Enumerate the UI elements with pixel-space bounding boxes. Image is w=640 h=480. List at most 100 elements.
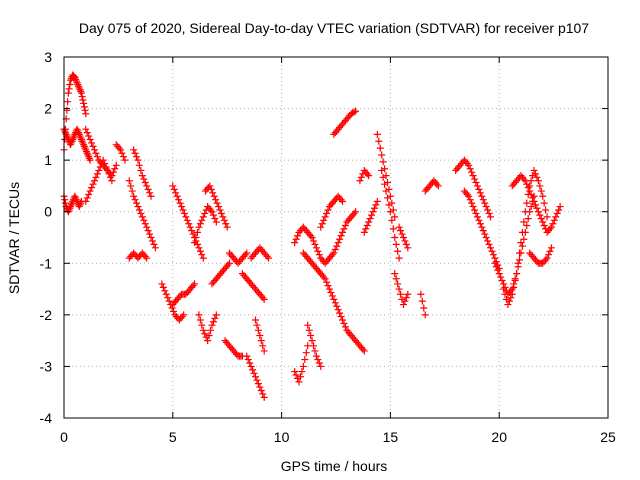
data-point bbox=[531, 170, 539, 178]
data-point bbox=[336, 235, 344, 243]
data-point bbox=[212, 311, 220, 319]
data-point bbox=[350, 108, 358, 116]
data-point bbox=[121, 156, 129, 164]
data-point bbox=[112, 161, 120, 169]
data-point bbox=[394, 247, 402, 255]
data-point bbox=[517, 239, 525, 247]
series-arc-p bbox=[208, 259, 233, 288]
data-point bbox=[80, 142, 88, 150]
data-point bbox=[534, 208, 542, 216]
data-point bbox=[308, 234, 316, 241]
data-point bbox=[539, 192, 547, 200]
data-point bbox=[196, 247, 204, 255]
data-point bbox=[481, 199, 489, 207]
data-point bbox=[135, 161, 143, 169]
data-point bbox=[131, 196, 139, 204]
data-points bbox=[60, 71, 564, 401]
data-point bbox=[259, 294, 267, 302]
data-point bbox=[101, 160, 109, 168]
data-point bbox=[510, 283, 518, 291]
data-point bbox=[196, 316, 204, 324]
series-arc-v bbox=[247, 244, 273, 262]
data-point bbox=[465, 192, 473, 200]
series-arc-ad bbox=[360, 197, 381, 236]
data-point bbox=[195, 244, 203, 252]
data-point bbox=[207, 185, 215, 193]
data-point bbox=[72, 194, 80, 202]
series-arc-ao bbox=[508, 172, 564, 236]
series-arc-m bbox=[201, 182, 231, 231]
data-point bbox=[89, 142, 97, 150]
data-point bbox=[537, 187, 545, 195]
data-point bbox=[523, 199, 531, 207]
data-point bbox=[164, 294, 172, 302]
data-point bbox=[251, 373, 259, 381]
data-point bbox=[378, 166, 386, 174]
data-point bbox=[207, 206, 215, 214]
data-point bbox=[211, 314, 219, 322]
data-point bbox=[130, 192, 138, 200]
data-point bbox=[75, 130, 83, 138]
data-point bbox=[137, 209, 145, 217]
data-point bbox=[159, 283, 167, 291]
data-point bbox=[189, 282, 197, 290]
data-point bbox=[321, 213, 329, 221]
data-point bbox=[212, 218, 220, 226]
data-point bbox=[217, 209, 225, 217]
data-point bbox=[379, 173, 387, 181]
data-point bbox=[320, 216, 328, 224]
data-point bbox=[501, 290, 509, 298]
data-point bbox=[324, 282, 332, 290]
data-point bbox=[533, 173, 541, 181]
data-point bbox=[180, 311, 188, 319]
data-point bbox=[191, 239, 199, 247]
data-point bbox=[402, 240, 410, 248]
data-point bbox=[83, 194, 91, 202]
data-point bbox=[434, 182, 442, 190]
data-point bbox=[257, 386, 265, 394]
data-point bbox=[508, 290, 516, 298]
data-point bbox=[331, 246, 339, 254]
data-point bbox=[543, 254, 551, 262]
data-point bbox=[482, 203, 490, 211]
data-point bbox=[485, 209, 493, 217]
data-point bbox=[327, 289, 335, 297]
data-point bbox=[247, 362, 255, 370]
data-point bbox=[170, 307, 178, 315]
data-point bbox=[534, 177, 542, 185]
data-point bbox=[209, 318, 217, 326]
data-point bbox=[130, 146, 138, 154]
data-point bbox=[219, 213, 227, 221]
data-point bbox=[196, 220, 204, 228]
data-point bbox=[552, 213, 560, 221]
data-point bbox=[398, 230, 406, 238]
data-point bbox=[468, 199, 476, 207]
plot-frame bbox=[63, 56, 609, 419]
data-point bbox=[339, 316, 347, 324]
data-point bbox=[243, 352, 251, 360]
data-point bbox=[401, 297, 409, 305]
data-point bbox=[294, 232, 302, 240]
series-arc-an bbox=[500, 166, 551, 309]
data-point bbox=[212, 196, 220, 204]
data-point bbox=[75, 129, 83, 137]
data-point bbox=[75, 203, 83, 211]
data-point bbox=[211, 215, 219, 223]
series-arc-ah bbox=[395, 223, 412, 252]
data-point bbox=[350, 209, 358, 217]
data-point bbox=[198, 251, 206, 259]
data-point bbox=[291, 239, 299, 247]
series-arc-ae bbox=[373, 130, 399, 221]
data-point bbox=[204, 337, 212, 345]
series-arc-g bbox=[130, 146, 155, 200]
data-point bbox=[352, 107, 360, 115]
data-point bbox=[334, 306, 342, 314]
data-point bbox=[92, 173, 100, 181]
series-arc-h bbox=[125, 177, 159, 252]
data-point bbox=[201, 209, 209, 217]
data-point bbox=[214, 203, 222, 211]
data-point bbox=[320, 273, 328, 281]
data-point bbox=[260, 393, 268, 401]
data-point bbox=[383, 194, 391, 202]
data-point bbox=[359, 345, 367, 353]
